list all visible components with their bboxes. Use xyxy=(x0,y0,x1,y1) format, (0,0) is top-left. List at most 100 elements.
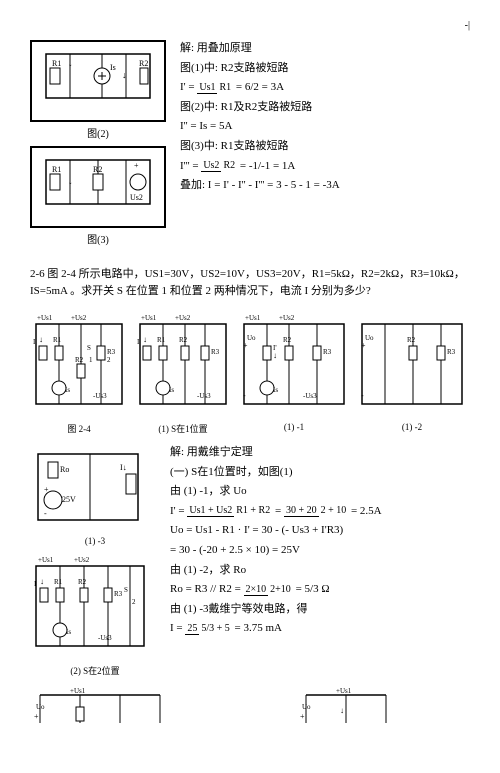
circuit-fig3-svg: R1 R2 + Us2 - ↓ xyxy=(40,154,156,210)
svg-text:+Us1: +Us1 xyxy=(245,314,261,322)
exp-l2: 图(1)中: R2支路被短路 xyxy=(180,60,340,78)
svg-text:Is: Is xyxy=(169,386,174,394)
svg-text:-: - xyxy=(44,509,47,518)
circuit-fig3: R1 R2 + Us2 - ↓ xyxy=(30,146,166,228)
svg-text:Uo: Uo xyxy=(247,334,256,342)
sub2-caption: (1) -2 xyxy=(357,422,467,432)
svg-text:-: - xyxy=(134,199,137,208)
svg-text:+Us2: +Us2 xyxy=(74,556,90,564)
exp-l3-den: R1 xyxy=(217,82,233,93)
svg-text:Is: Is xyxy=(66,628,71,636)
th-l4-d: R1 + R2 xyxy=(234,505,272,516)
svg-text:R1: R1 xyxy=(52,59,61,68)
svg-text:Uo: Uo xyxy=(36,703,45,711)
svg-text:R3: R3 xyxy=(447,348,456,356)
exp-l8: 叠加: I = I' - I'' - I''' = 3 - 5 - 1 = -3… xyxy=(180,177,340,195)
circuit-fig2: R1 R2 Is ↓ ↓ xyxy=(30,40,166,122)
th-l4-n2: 30 + 20 xyxy=(284,505,319,517)
th-l1: 解: 用戴维宁定理 xyxy=(170,444,470,462)
svg-text:1: 1 xyxy=(89,356,93,364)
exp-l7-den: R2 xyxy=(221,160,237,171)
exp-l3-lhs: I' = xyxy=(180,81,195,93)
svg-text:+Us1: +Us1 xyxy=(336,687,352,695)
svg-text:Is: Is xyxy=(110,63,116,72)
th-l8-lhs: Ro = R3 // R2 = xyxy=(170,583,241,595)
svg-text:25V: 25V xyxy=(62,495,76,504)
svg-text:R3: R3 xyxy=(107,348,116,356)
svg-text:↓: ↓ xyxy=(40,577,44,586)
svg-text:R1: R1 xyxy=(54,578,63,586)
th-l10-n: 25 xyxy=(185,623,199,635)
th-l8-rhs: = 5/3 Ω xyxy=(296,583,330,595)
svg-text:+Us2: +Us2 xyxy=(279,314,295,322)
svg-text:+: + xyxy=(361,341,366,350)
th-l10: I = 255/3 + 5 = 3.75 mA xyxy=(170,620,470,638)
th-l4-mid: = xyxy=(275,505,281,517)
svg-text:+Us1: +Us1 xyxy=(38,556,54,564)
svg-text:R3: R3 xyxy=(211,348,220,356)
th-l8-d: 2+10 xyxy=(268,584,293,595)
exp-l3-rhs: = 6/2 = 3A xyxy=(236,81,284,93)
svg-text:↓: ↓ xyxy=(68,58,73,68)
svg-text:↓: ↓ xyxy=(122,70,127,80)
exp-l5: I'' = Is = 5A xyxy=(180,118,340,136)
svg-text:R2: R2 xyxy=(78,578,87,586)
problem-2-6: 2-6 图 2-4 所示电路中，US1=30V，US2=10V，US3=20V，… xyxy=(30,266,470,299)
svg-text:↓: ↓ xyxy=(39,335,43,344)
exp-l4: 图(2)中: R1及R2支路被短路 xyxy=(180,99,340,117)
th-l7: 由 (1) -2，求 Ro xyxy=(170,562,470,580)
circuit-partial-1: +Us1 Uo + xyxy=(30,685,170,725)
panel-1-1: +Us1 +Us2 Uo + - I' ↓ Is R2 R3 -Us3 (1) … xyxy=(238,309,350,436)
circuit-pos2: +Us1 +Us2 I ↓ R1 Is R2 R3 -Us3 S 2 xyxy=(30,552,150,662)
svg-text:R2: R2 xyxy=(179,336,188,344)
svg-text:R3: R3 xyxy=(114,590,123,598)
svg-text:↓: ↓ xyxy=(340,706,344,715)
svg-text:+Us2: +Us2 xyxy=(71,314,87,322)
exp-l7: I''' = Us2R2 = -1/-1 = 1A xyxy=(180,158,340,176)
fig2-caption: 图(2) xyxy=(30,125,166,140)
pos1-caption: (1) S在1位置 xyxy=(135,422,231,435)
bottom-row: Ro + 25V - I↓ (1) -3 +Us1 +Us2 I ↓ R1 Is xyxy=(30,444,470,677)
circuit-fig24: +Us1 +Us2 I ↓ R1 Is S 1 2 R2 R3 -Us3 xyxy=(31,310,127,420)
svg-text:Is: Is xyxy=(65,386,70,394)
svg-text:+Us1: +Us1 xyxy=(141,314,157,322)
svg-text:S: S xyxy=(124,586,128,594)
th-l4-d2: 2 + 10 xyxy=(319,505,349,516)
svg-text:-Us3: -Us3 xyxy=(98,634,112,642)
svg-text:Is: Is xyxy=(273,386,278,394)
svg-text:Uo: Uo xyxy=(365,334,374,342)
mid-circuit-row: +Us1 +Us2 I ↓ R1 Is S 1 2 R2 R3 -Us3 图 2… xyxy=(30,309,470,436)
svg-text:+Us2: +Us2 xyxy=(175,314,191,322)
svg-text:+Us1: +Us1 xyxy=(70,687,86,695)
svg-text:R1: R1 xyxy=(157,336,166,344)
svg-text:R2: R2 xyxy=(407,336,416,344)
c1-caption: (1) -3 xyxy=(30,536,160,546)
th-l9: 由 (1) -3戴维宁等效电路，得 xyxy=(170,601,470,619)
circuit-fig2-svg: R1 R2 Is ↓ ↓ xyxy=(40,48,156,104)
svg-text:↓: ↓ xyxy=(273,351,277,360)
svg-text:-: - xyxy=(243,391,246,400)
svg-text:2: 2 xyxy=(107,356,111,364)
th-l8: Ro = R3 // R2 = 2×102+10 = 5/3 Ω xyxy=(170,581,470,599)
th-l4-n: Us1 + Us2 xyxy=(187,505,234,517)
exp-l6: 图(3)中: R1支路被短路 xyxy=(180,138,340,156)
exp-l3-num: Us1 xyxy=(197,82,217,94)
th-l5: Uo = Us1 - R1 · I' = 30 - (- Us3 + I'R3) xyxy=(170,522,470,540)
panel-fig24: +Us1 +Us2 I ↓ R1 Is S 1 2 R2 R3 -Us3 图 2… xyxy=(30,309,128,436)
panel-1-2: Uo + - R2 R3 (1) -2 xyxy=(356,309,468,436)
svg-text:+: + xyxy=(44,485,49,494)
thevenin-explain: 解: 用戴维宁定理 (一) S在1位置时，如图(1) 由 (1) -1，求 Uo… xyxy=(170,444,470,640)
svg-text:R3: R3 xyxy=(323,348,332,356)
exp-l7-rhs: = -1/-1 = 1A xyxy=(240,160,295,172)
fig3-caption: 图(3) xyxy=(30,231,166,246)
svg-text:-Us3: -Us3 xyxy=(93,392,107,400)
panel-pos1: +Us1 +Us2 I ↓ R1 Is R2 R3 -Us3 (1) S在1位置 xyxy=(134,309,232,436)
section-superposition: R1 R2 Is ↓ ↓ 图(2) R1 xyxy=(30,40,470,246)
th-l4-rhs: = 2.5A xyxy=(351,505,382,517)
svg-text:R1: R1 xyxy=(53,336,62,344)
th-l10-lhs: I = xyxy=(170,622,183,634)
sub1-caption: (1) -1 xyxy=(239,422,349,432)
circuit-partial-2: +Us1 Uo + ↓ xyxy=(296,685,396,725)
page-marker: -| xyxy=(465,20,470,31)
svg-text:-Us3: -Us3 xyxy=(197,392,211,400)
